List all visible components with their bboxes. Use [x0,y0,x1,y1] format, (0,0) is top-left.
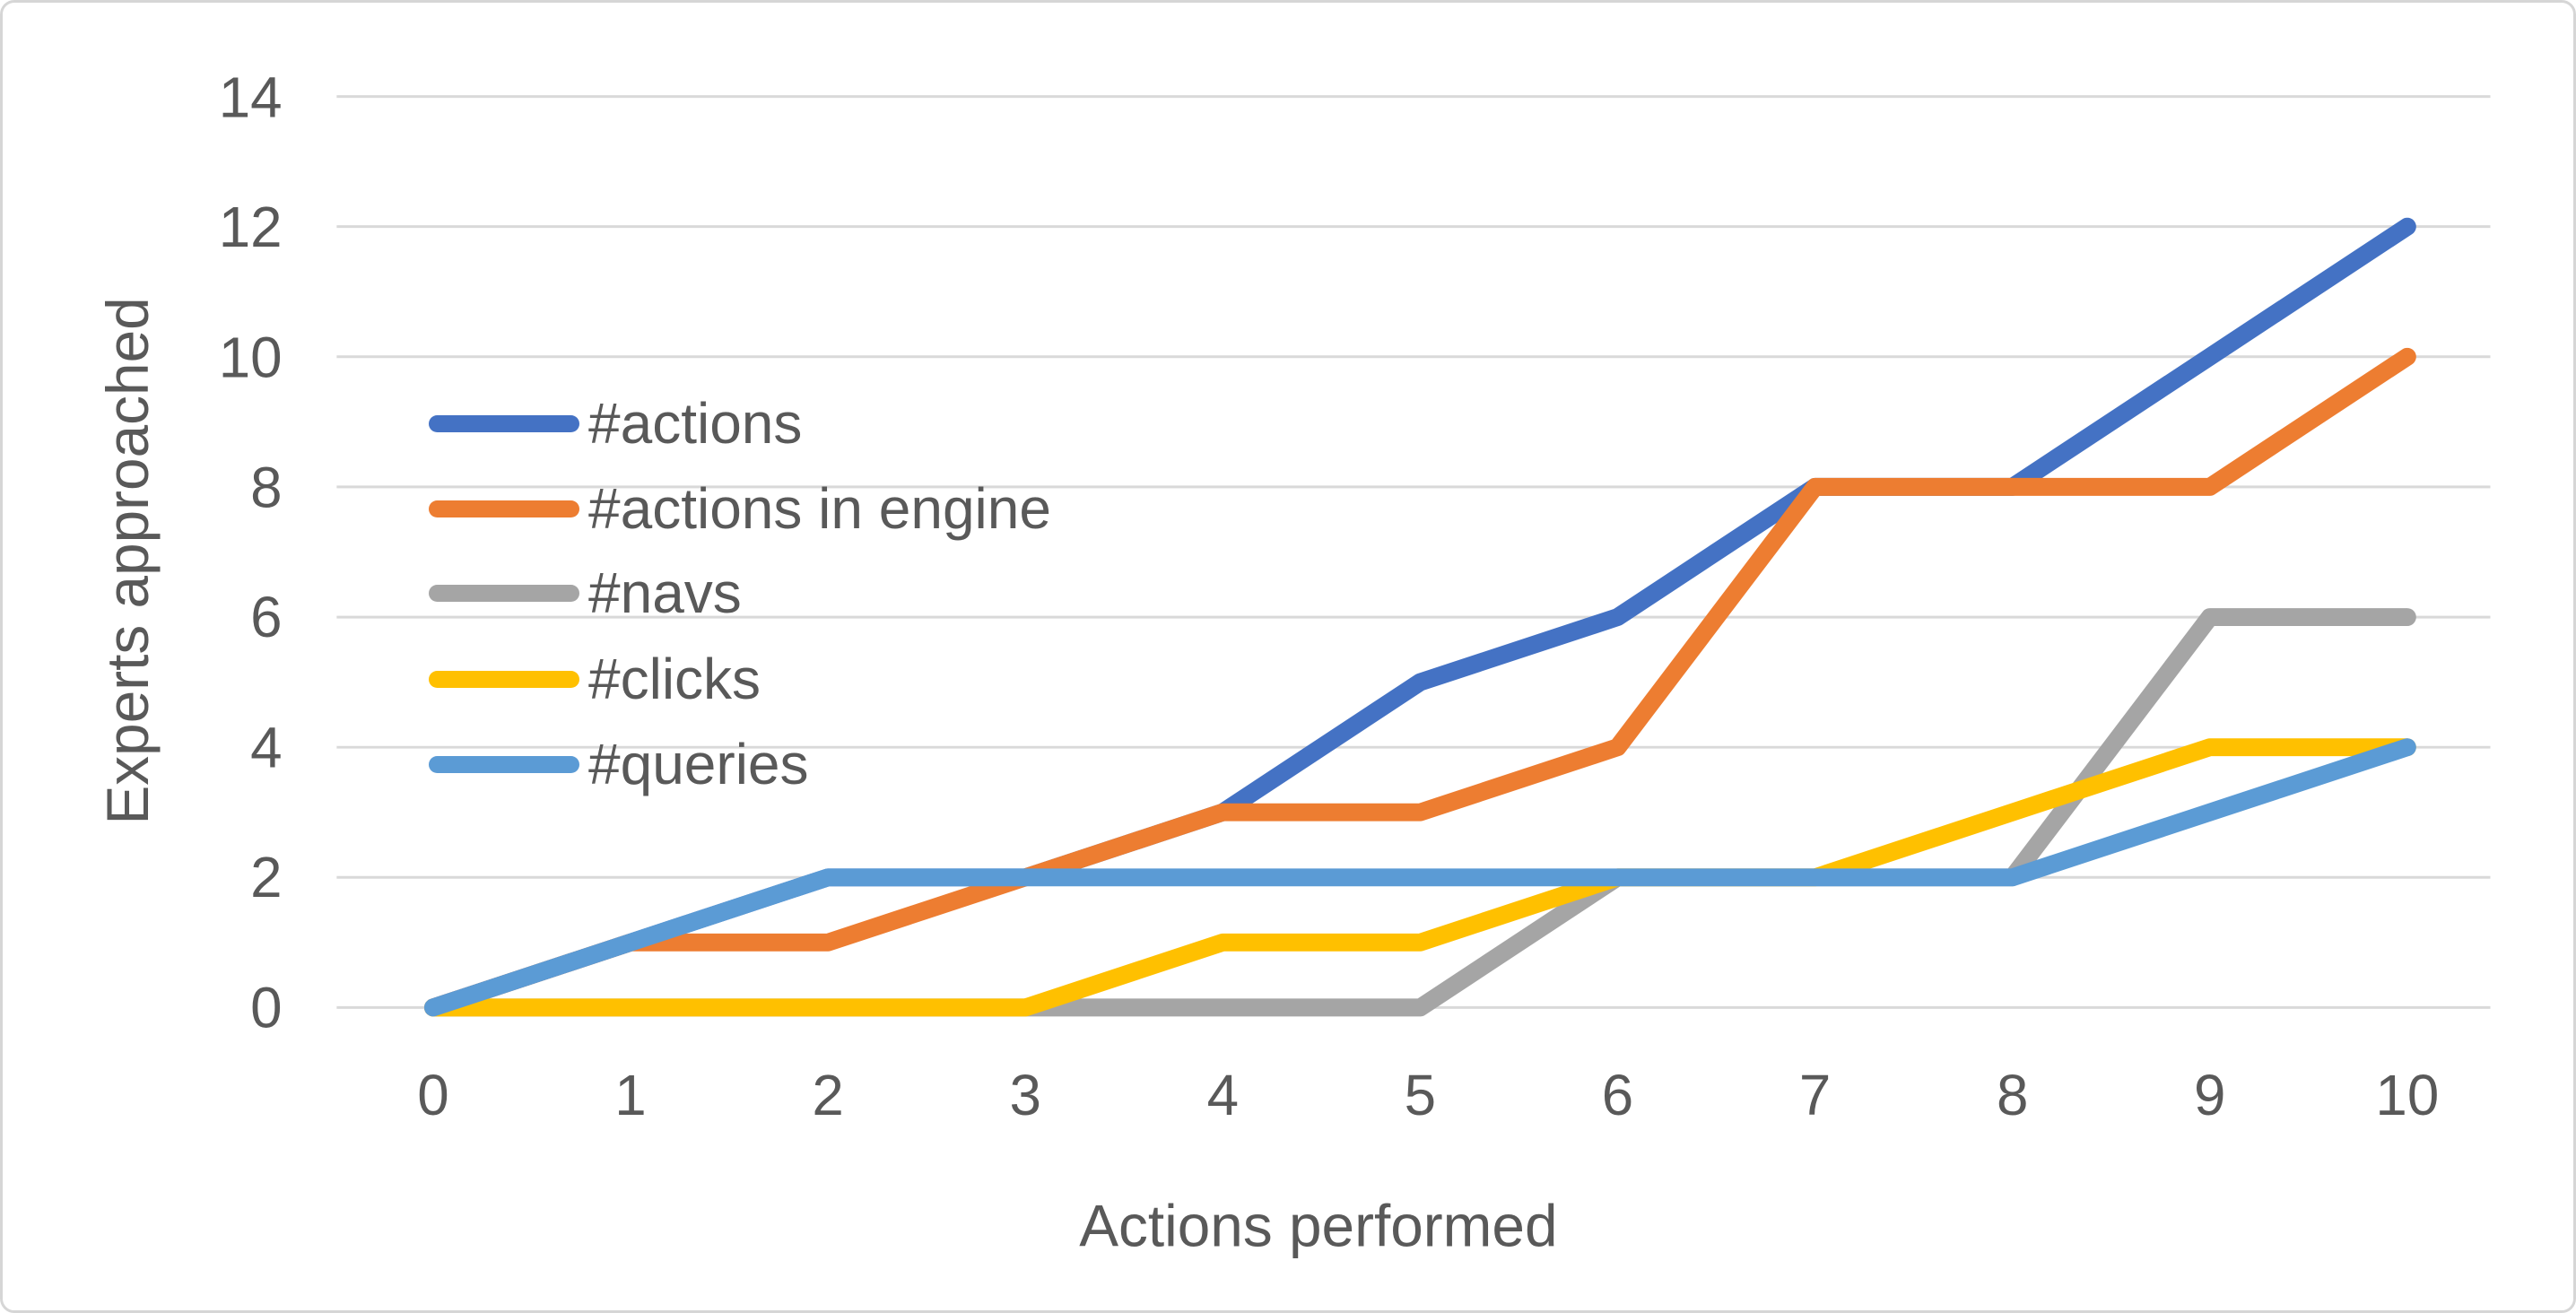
series-line--queries [423,738,2416,1017]
x-tick-label: 8 [1997,1063,2028,1127]
x-tick-label: 1 [614,1063,646,1127]
gridlines [336,95,2491,1009]
y-axis: 0 2 4 6 8 10 12 14 [219,65,283,1039]
series-line--clicks [423,738,2416,1017]
x-tick-label: 4 [1207,1063,1239,1127]
y-tick-label: 0 [250,975,282,1039]
x-tick-label: 6 [1602,1063,1633,1127]
x-tick-label: 7 [1799,1063,1831,1127]
y-tick-label: 12 [219,195,283,259]
series-line--actions-in-engine [423,347,2416,1017]
y-tick-label: 4 [250,715,282,779]
x-axis: 0 1 2 3 4 5 6 7 8 9 10 [417,1063,2439,1127]
x-tick-label: 9 [2194,1063,2225,1127]
plot-area: 0 2 4 6 8 10 12 14 0 1 2 3 4 5 6 7 8 9 1… [95,65,2491,1258]
y-tick-label: 14 [219,65,283,129]
y-tick-label: 2 [250,845,282,909]
x-tick-label: 3 [1009,1063,1040,1127]
x-tick-label: 5 [1405,1063,1436,1127]
x-tick-label: 0 [417,1063,448,1127]
x-tick-label: 2 [812,1063,843,1127]
x-tick-label: 10 [2375,1063,2439,1127]
y-tick-label: 8 [250,456,282,520]
y-axis-title: Experts approached [95,297,161,824]
series-lines [423,217,2416,1017]
y-tick-label: 6 [250,585,282,649]
x-axis-title: Actions performed [1079,1193,1557,1258]
y-tick-label: 10 [219,325,283,389]
